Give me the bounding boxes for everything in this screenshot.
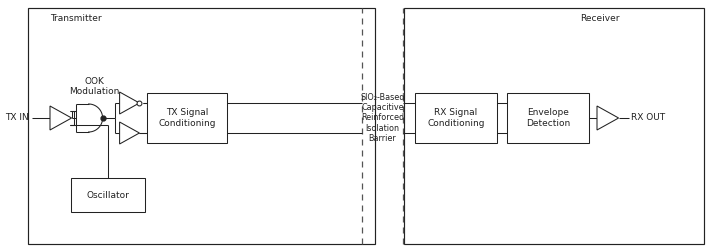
Polygon shape [50, 106, 72, 130]
Text: TX IN: TX IN [5, 113, 28, 122]
Bar [147, 93, 227, 143]
Bar [70, 178, 145, 212]
Text: SIO₂-Based
Capacitive
Reinforced
Isolation
Barrier: SIO₂-Based Capacitive Reinforced Isolati… [360, 93, 404, 143]
Polygon shape [120, 92, 140, 114]
Text: Receiver: Receiver [580, 14, 619, 23]
Text: RX Signal
Conditioning: RX Signal Conditioning [427, 108, 485, 128]
Bar [415, 93, 497, 143]
Bar [404, 8, 704, 244]
Text: OOK
Modulation: OOK Modulation [69, 77, 120, 97]
Text: RX OUT: RX OUT [631, 113, 665, 122]
Bar [507, 93, 589, 143]
Text: Envelope
Detection: Envelope Detection [526, 108, 570, 128]
Polygon shape [120, 122, 140, 144]
Text: Oscillator: Oscillator [86, 191, 129, 200]
Polygon shape [597, 106, 619, 130]
Text: Transmitter: Transmitter [50, 14, 102, 23]
Text: TX Signal
Conditioning: TX Signal Conditioning [159, 108, 216, 128]
Bar [28, 8, 375, 244]
